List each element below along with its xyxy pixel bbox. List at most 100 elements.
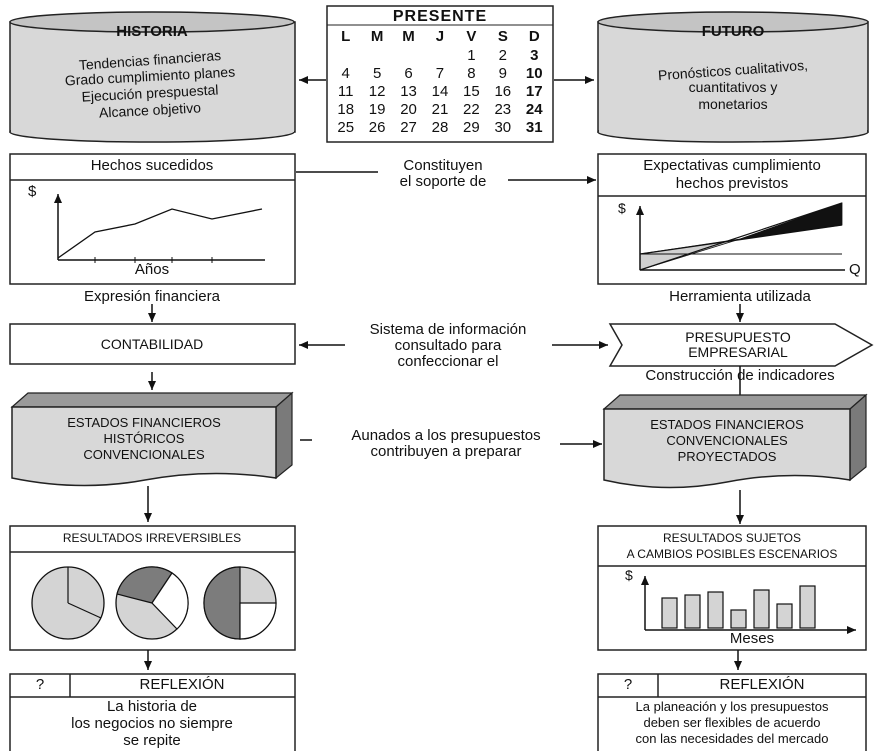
meses-bar (661, 597, 678, 629)
construccion-indicadores: Construcción de indicadores (645, 367, 835, 384)
calendar-day: J (435, 27, 445, 45)
calendar: PRESENTE L M M J V S D 1 2 3 4 5 6 7 8 9… (330, 8, 550, 136)
calendar-day: M (402, 27, 415, 45)
calendar-date: 22 (463, 100, 480, 118)
hechos-title: Hechos sucedidos (90, 157, 214, 174)
calendar-date: 6 (404, 64, 413, 82)
reflexion-left-line-1: La historia de (106, 698, 198, 715)
hechos-ylabel: $ (28, 183, 37, 200)
historia-cylinder (9, 11, 296, 143)
calendar-date: 7 (435, 64, 445, 82)
calendar-date (361, 46, 392, 64)
calendar-date: 4 (341, 64, 350, 82)
presupuesto-line-2: EMPRESARIAL (688, 344, 788, 360)
calendar-date (393, 46, 424, 64)
contabilidad-label: CONTABILIDAD (100, 336, 204, 352)
calendar-date: 23 (494, 100, 512, 118)
expectativas-xlabel: Q (849, 261, 861, 278)
calendar-date: 31 (525, 118, 543, 136)
reflexion-left-box (9, 673, 296, 751)
calendar-day: S (497, 27, 508, 45)
meses-bar (753, 589, 770, 629)
calendar-date: 24 (525, 100, 543, 118)
calendar-date: 8 (467, 64, 476, 82)
herramienta-utilizada: Herramienta utilizada (669, 288, 811, 305)
reflexion-right-question: ? (623, 676, 633, 693)
calendar-day: L (341, 27, 351, 45)
meses-bar (684, 594, 701, 629)
calendar-date: 11 (337, 82, 354, 100)
irreversibles-box (9, 525, 296, 651)
futuro-title: FUTURO (701, 23, 765, 40)
presupuesto-line-1: PRESUPUESTO (685, 329, 791, 345)
aunados-line-1: Aunados a los presupuestos (351, 427, 541, 444)
sistema-line-3: confeccionar el (397, 353, 499, 370)
expresion-financiera: Expresión financiera (84, 288, 220, 305)
calendar-date: 12 (368, 82, 386, 100)
calendar-day: D (528, 27, 540, 45)
sujetos-xlabel: Meses (729, 630, 775, 647)
calendar-date: 10 (525, 64, 543, 82)
meses-bar (707, 591, 724, 629)
meses-bar (730, 609, 747, 629)
calendar-date: 25 (337, 118, 355, 136)
calendar-date: 29 (463, 118, 480, 136)
ef-historicos-line-2: HISTÓRICOS (103, 431, 185, 446)
futuro-cylinder (597, 11, 869, 143)
reflexion-right-box (597, 673, 867, 751)
calendar-date: 30 (494, 118, 512, 136)
sistema-line-2: consultado para (394, 337, 502, 354)
reflexion-right-line-2: deben ser flexibles de acuerdo (643, 715, 821, 730)
ef-proyectados-line-3: PROYECTADOS (677, 449, 777, 464)
reflexion-right-title: REFLEXIÓN (719, 676, 805, 693)
calendar-day: V (466, 27, 477, 45)
futuro-line-3: monetarios (698, 96, 768, 112)
calendar-date: 14 (431, 82, 449, 100)
calendar-date (424, 46, 455, 64)
calendar-date: 20 (400, 100, 417, 118)
soporte-line-2: el soporte de (399, 173, 487, 190)
reflexion-left-question: ? (35, 676, 45, 693)
calendar-date: 16 (494, 82, 512, 100)
calendar-title: PRESENTE (392, 8, 488, 25)
expectativas-line-2: hechos previstos (675, 175, 789, 192)
soporte-line-1: Constituyen (403, 157, 483, 174)
calendar-date: 19 (368, 100, 386, 118)
sistema-line-1: Sistema de información (369, 321, 527, 338)
historia-title: HISTORIA (116, 23, 188, 40)
expectativas-ylabel: $ (618, 200, 626, 216)
contabilidad-box (9, 323, 296, 365)
futuro-line-2: cuantitativos y (688, 79, 778, 95)
sujetos-box (597, 525, 867, 651)
reflexion-right-line-3: con las necesidades del mercado (635, 731, 829, 746)
hechos-box (9, 153, 296, 285)
reflexion-left-line-3: se repite (123, 732, 181, 749)
calendar-date: 21 (431, 100, 449, 118)
aunados-line-2: contribuyen a preparar (370, 443, 522, 460)
calendar-date: 15 (463, 82, 480, 100)
calendar-date: 2 (498, 46, 507, 64)
meses-bar (799, 585, 816, 629)
expectativas-line-1: Expectativas cumplimiento (643, 157, 821, 174)
sujetos-ylabel: $ (625, 567, 633, 583)
sujetos-line-1: RESULTADOS SUJETOS (662, 531, 802, 545)
calendar-date: 3 (530, 46, 539, 64)
calendar-date: 26 (368, 118, 386, 136)
reflexion-right-line-1: La planeación y los presupuestos (635, 699, 829, 714)
reflexion-left-title: REFLEXIÓN (139, 676, 225, 693)
sujetos-line-2: A CAMBIOS POSIBLES ESCENARIOS (626, 547, 838, 561)
irreversibles-title: RESULTADOS IRREVERSIBLES (62, 531, 242, 545)
ef-proyectados-line-1: ESTADOS FINANCIEROS (650, 417, 804, 432)
ef-proyectados-line-2: CONVENCIONALES (666, 433, 788, 448)
calendar-date: 27 (400, 118, 417, 136)
hechos-xlabel: Años (134, 261, 170, 278)
calendar-date (330, 46, 361, 64)
ef-proyectados-shape (602, 393, 868, 489)
calendar-date: 18 (337, 100, 355, 118)
calendar-date: 1 (467, 46, 476, 64)
calendar-frame (326, 5, 554, 143)
reflexion-left-line-2: los negocios no siempre (71, 715, 233, 732)
calendar-date: 28 (431, 118, 449, 136)
